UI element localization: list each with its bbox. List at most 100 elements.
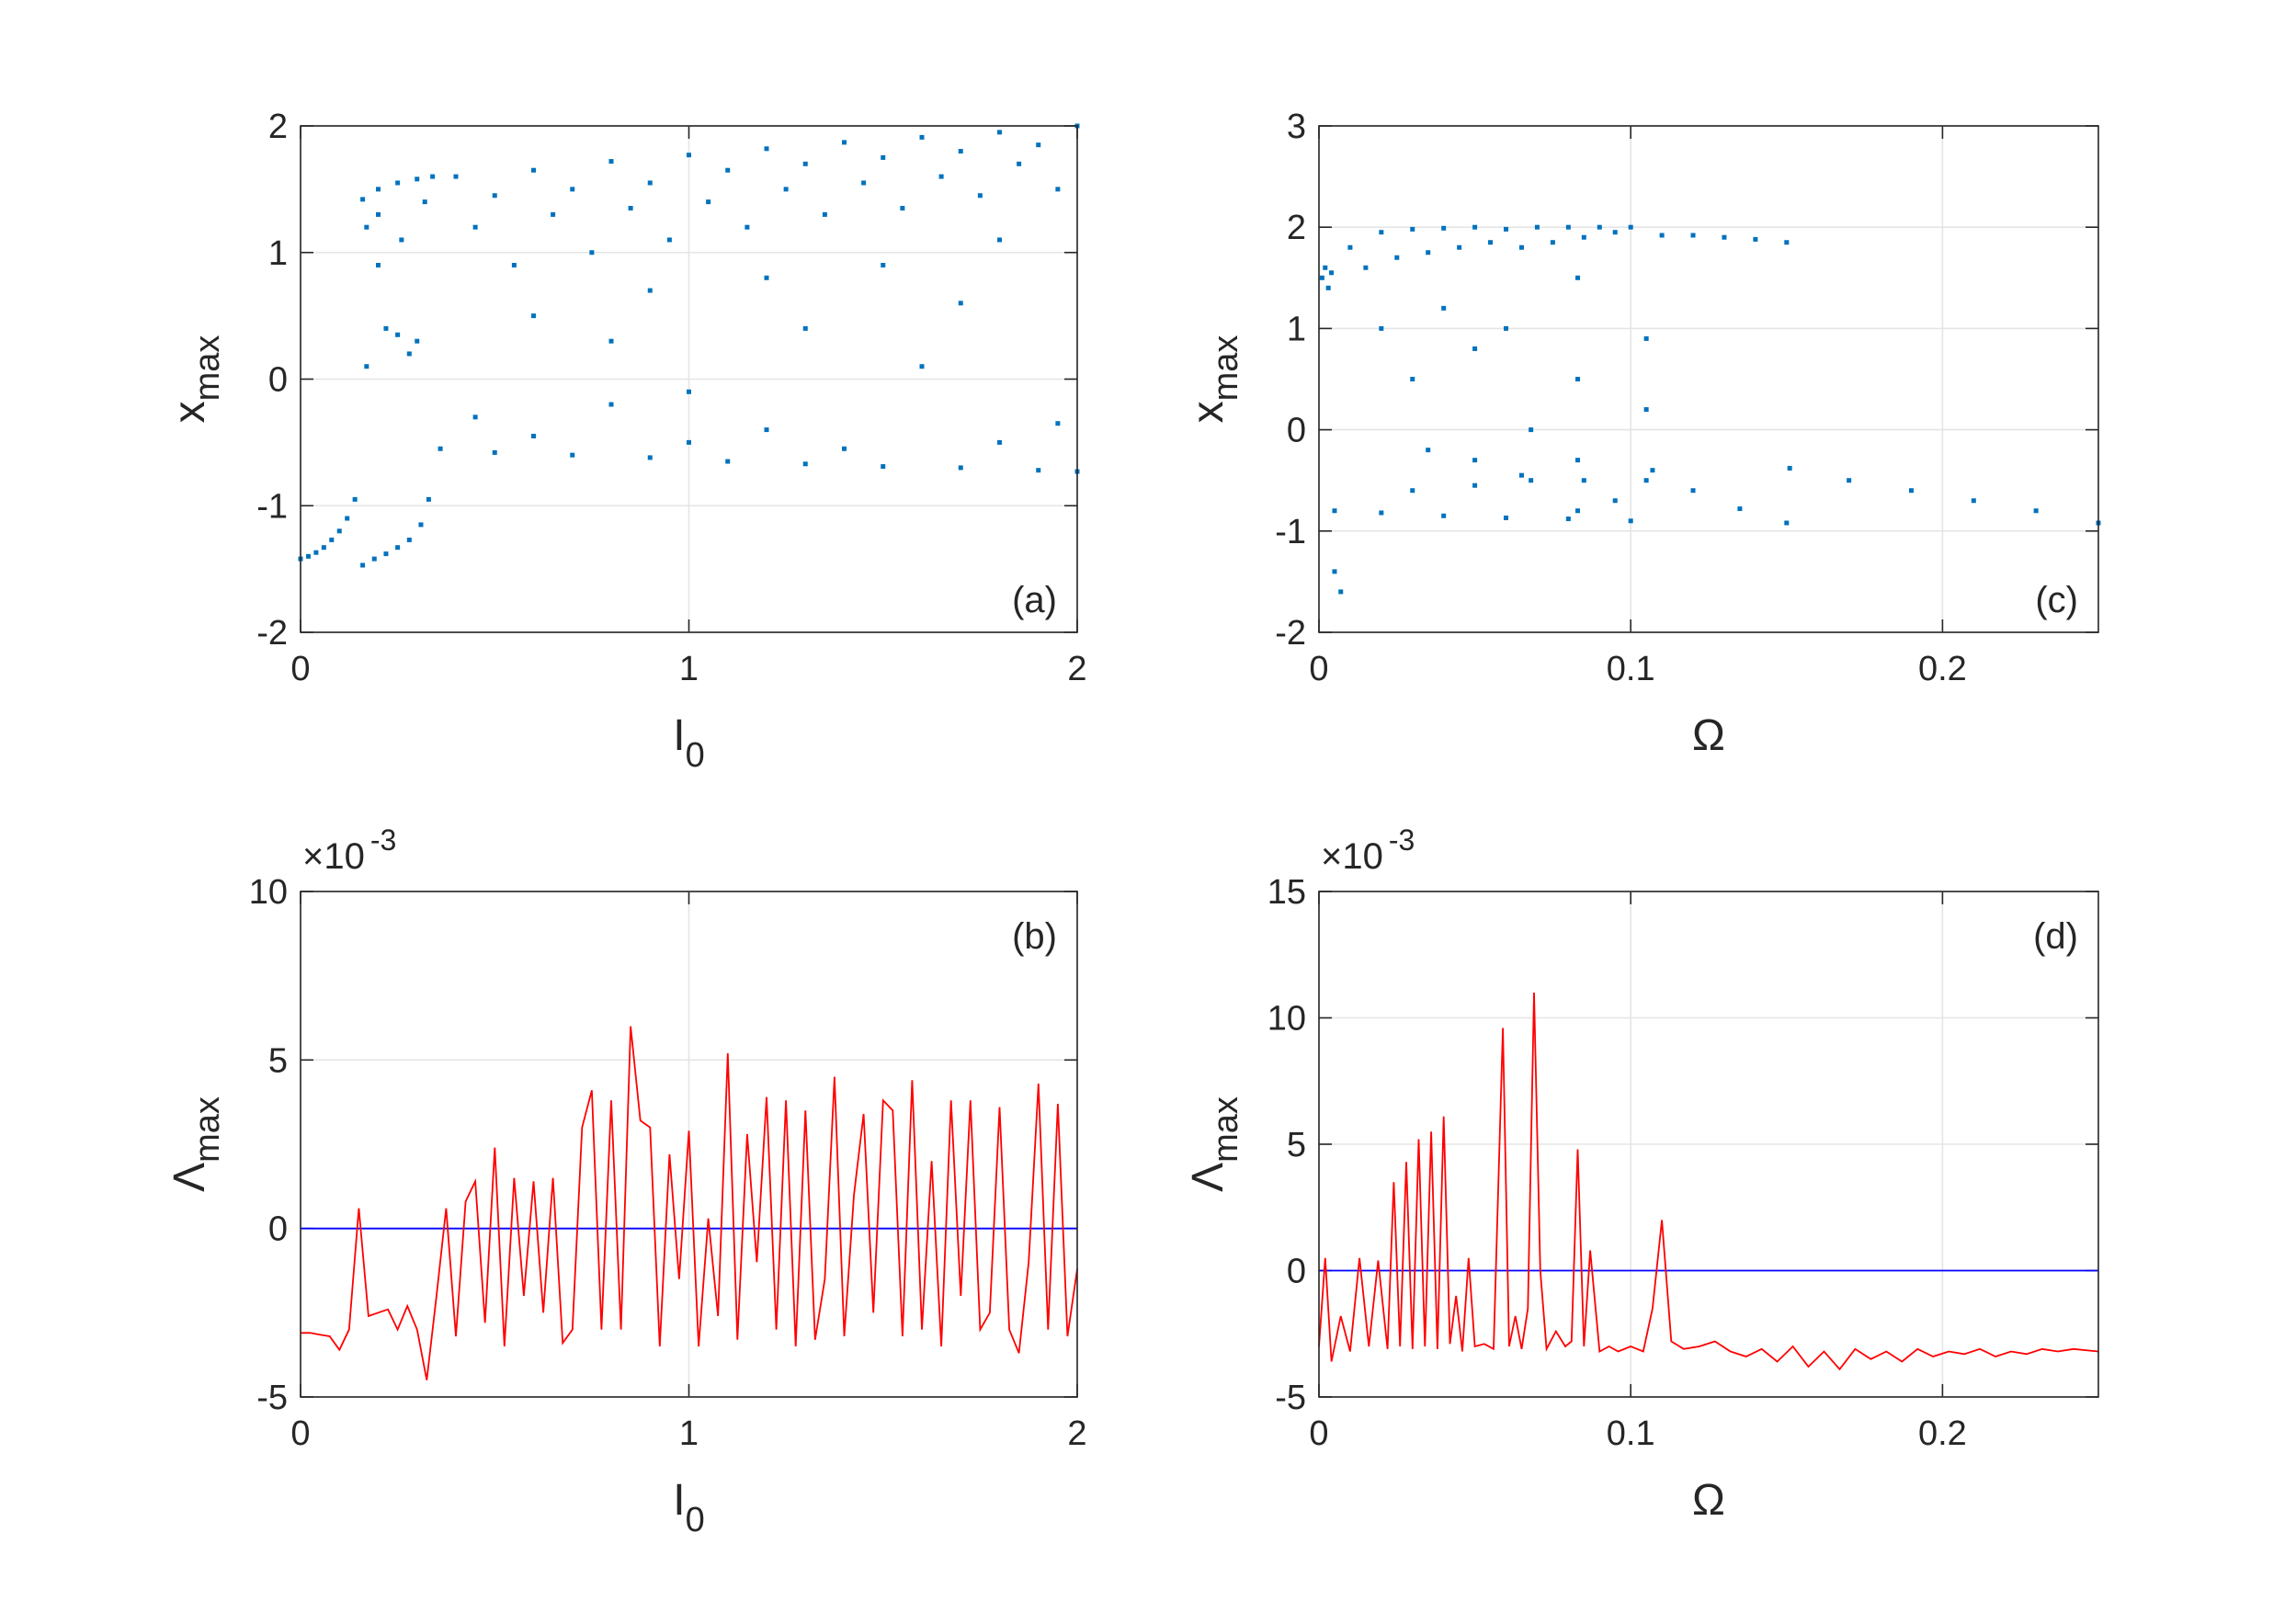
point xyxy=(352,496,358,502)
axis-exponent: ×10 -3 xyxy=(1321,823,1415,877)
point xyxy=(1426,448,1431,453)
y-tick-label: 1 xyxy=(1287,310,1306,348)
point xyxy=(900,206,905,211)
y-axis-label-main: x xyxy=(165,401,214,423)
point xyxy=(360,197,366,202)
point xyxy=(1575,458,1581,463)
point xyxy=(430,174,436,179)
point xyxy=(687,389,691,394)
point xyxy=(1753,236,1758,242)
point xyxy=(1363,265,1369,270)
point xyxy=(802,161,808,166)
point xyxy=(492,449,497,455)
point xyxy=(647,455,653,460)
point xyxy=(1784,520,1790,526)
point xyxy=(958,149,963,154)
point xyxy=(764,275,769,280)
point xyxy=(1518,472,1524,478)
point xyxy=(570,452,575,458)
point xyxy=(706,199,711,205)
x-axis-label-main: I xyxy=(673,711,685,760)
point xyxy=(1581,478,1586,483)
y-tick-label: 15 xyxy=(1267,873,1306,912)
point xyxy=(313,550,319,555)
y-tick-label: 0 xyxy=(268,1210,288,1249)
y-tick-label: -5 xyxy=(1275,1379,1306,1417)
point xyxy=(1504,325,1509,331)
point xyxy=(1379,510,1384,516)
point xyxy=(383,325,389,331)
y-tick-label: -5 xyxy=(256,1379,288,1417)
point xyxy=(1472,483,1478,488)
y-axis-label-main: Λ xyxy=(165,1163,214,1192)
point xyxy=(1565,224,1571,230)
point xyxy=(336,528,342,534)
point xyxy=(1784,240,1790,245)
y-tick-label: 1 xyxy=(268,234,288,273)
point xyxy=(1908,488,1914,494)
y-tick-label: 5 xyxy=(268,1041,288,1080)
panel-label: (d) xyxy=(2033,916,2078,957)
point xyxy=(492,193,497,199)
point xyxy=(399,237,404,243)
point xyxy=(551,211,556,217)
point xyxy=(1504,226,1509,232)
y-tick-label: 10 xyxy=(249,873,288,912)
point xyxy=(1628,518,1633,524)
point xyxy=(1690,488,1696,494)
point xyxy=(1643,478,1649,483)
x-tick-label: 0 xyxy=(1309,1414,1328,1453)
x-axis-label-main: Ω xyxy=(1692,1476,1725,1525)
point xyxy=(1518,244,1524,250)
y-tick-label: 5 xyxy=(1287,1126,1306,1164)
x-tick-label: 2 xyxy=(1067,650,1086,688)
panel-label: (a) xyxy=(1012,580,1057,620)
point xyxy=(725,167,731,173)
point xyxy=(1737,506,1743,512)
x-axis-label: I0 xyxy=(673,1476,704,1539)
point xyxy=(2033,508,2039,514)
point xyxy=(360,562,366,568)
point xyxy=(861,180,867,186)
point xyxy=(1575,275,1581,280)
point xyxy=(764,146,769,152)
exponent-power: -3 xyxy=(370,823,396,857)
point xyxy=(1055,187,1061,192)
point xyxy=(531,433,536,438)
point xyxy=(371,556,377,562)
point xyxy=(919,364,925,369)
point xyxy=(687,153,691,158)
point xyxy=(1612,230,1618,235)
point xyxy=(958,301,963,306)
point xyxy=(1575,377,1581,381)
point xyxy=(725,459,731,464)
y-axis-label: xmax xyxy=(165,335,227,424)
point xyxy=(608,402,614,407)
point xyxy=(1394,255,1400,260)
point xyxy=(1612,498,1618,504)
axes-box xyxy=(1318,891,2099,1398)
point xyxy=(1722,234,1727,240)
point xyxy=(383,551,389,557)
axes-box xyxy=(300,891,1078,1398)
point xyxy=(1597,224,1602,230)
x-tick-label: 0 xyxy=(290,1414,310,1453)
point xyxy=(395,545,401,551)
point xyxy=(764,427,769,433)
x-axis-label-main: Ω xyxy=(1692,711,1725,760)
point xyxy=(1643,407,1649,413)
point xyxy=(919,134,925,140)
y-axis-label-sub: max xyxy=(188,1096,227,1163)
point xyxy=(511,263,517,268)
x-tick-label: 0 xyxy=(1309,650,1328,688)
point xyxy=(1575,508,1581,514)
y-tick-label: 0 xyxy=(1287,1253,1306,1291)
point xyxy=(1643,335,1649,341)
x-tick-label: 0.1 xyxy=(1607,650,1655,688)
point xyxy=(1410,377,1415,381)
point xyxy=(977,193,983,199)
point xyxy=(647,288,653,293)
y-tick-label: 10 xyxy=(1267,1000,1306,1039)
